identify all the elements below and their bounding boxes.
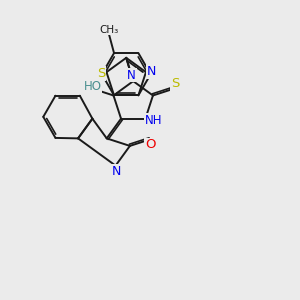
- Text: HO: HO: [84, 80, 102, 93]
- Text: N: N: [147, 65, 156, 78]
- Text: N: N: [112, 165, 121, 178]
- Text: S: S: [171, 77, 179, 90]
- Text: CH₃: CH₃: [99, 25, 118, 34]
- Text: N: N: [128, 69, 136, 82]
- Text: NH: NH: [145, 114, 163, 127]
- Text: S: S: [97, 67, 105, 80]
- Text: O: O: [145, 138, 155, 152]
